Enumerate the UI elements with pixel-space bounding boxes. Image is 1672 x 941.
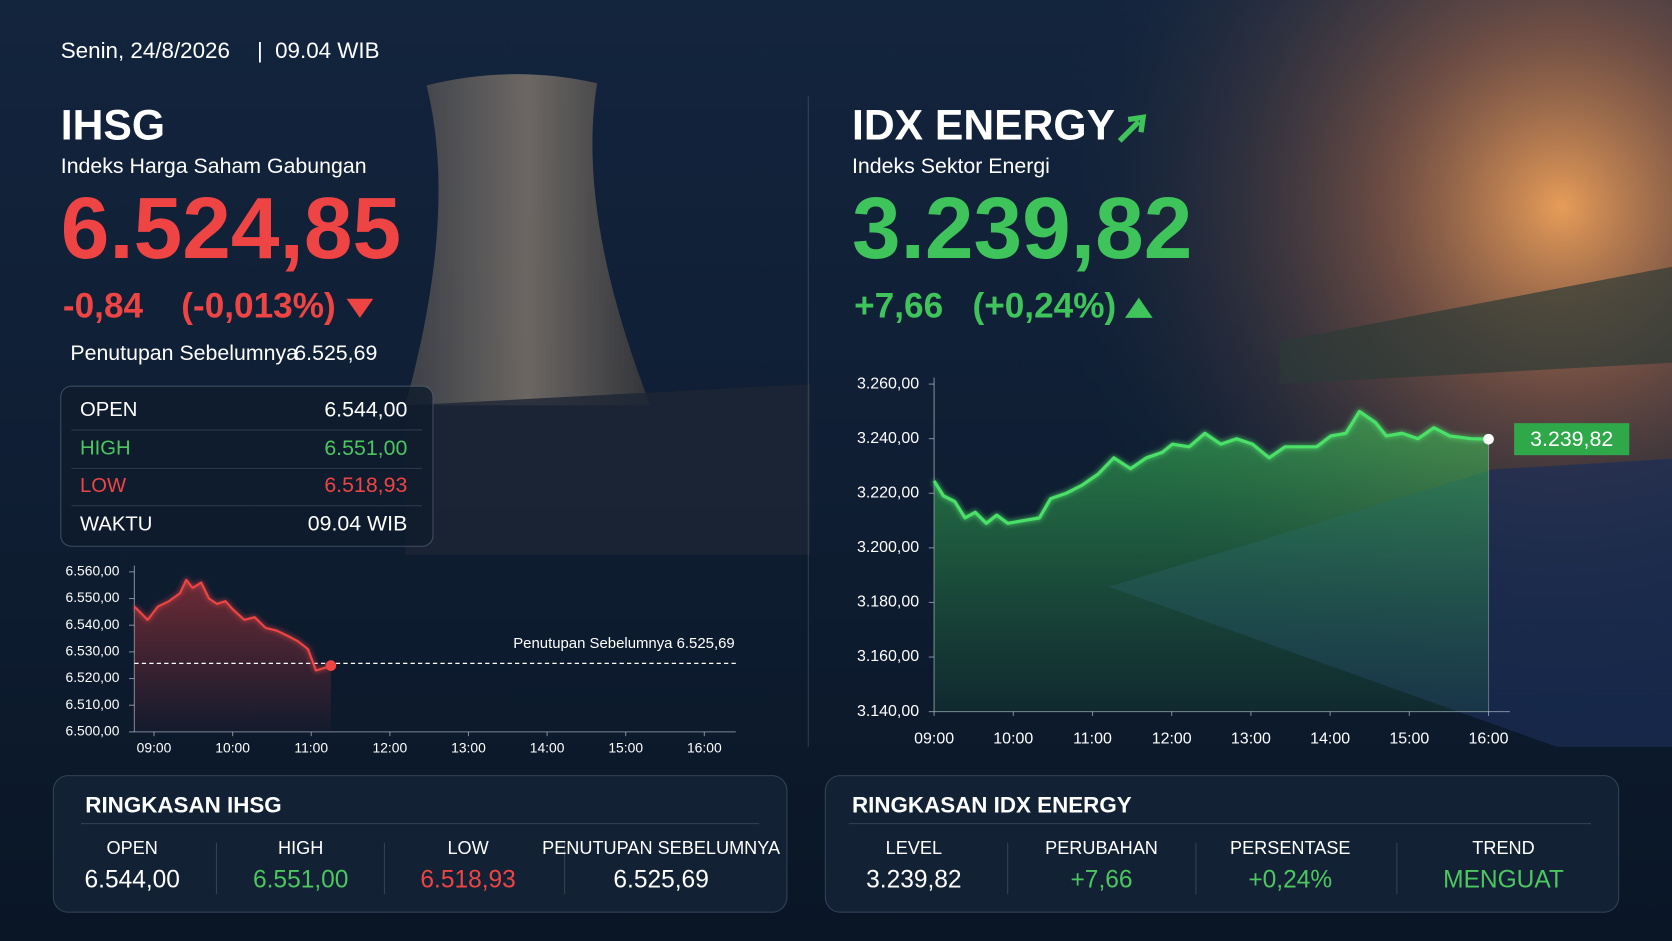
prev-close-label: Penutupan Sebelumnya	[70, 341, 298, 365]
summary-label: LOW	[447, 838, 489, 858]
summary-value: 6.544,00	[85, 867, 180, 894]
x-tick-label: 15:00	[608, 740, 643, 756]
plant-silhouette	[405, 384, 811, 555]
summary-label: OPEN	[107, 838, 158, 858]
separator: |	[257, 38, 263, 63]
x-tick-label: 09:00	[914, 731, 954, 748]
summary-energy-title: RINGKASAN IDX ENERGY	[852, 792, 1132, 817]
x-tick-label: 15:00	[1389, 731, 1429, 748]
summary-label: PERSENTASE	[1230, 838, 1350, 858]
summary-label: HIGH	[278, 838, 323, 858]
ihsg-change: -0,84	[63, 287, 144, 326]
y-tick-label: 3.180,00	[857, 594, 919, 611]
date: Senin, 24/8/2026	[61, 38, 230, 63]
x-tick-label: 12:00	[1152, 731, 1192, 748]
energy-change-pct: (+0,24%)	[972, 287, 1116, 326]
energy-title: IDX ENERGY	[852, 101, 1115, 149]
x-tick-label: 13:00	[451, 740, 486, 756]
area	[934, 411, 1489, 712]
y-tick-label: 6.500,00	[65, 723, 119, 739]
x-tick-label: 09:00	[137, 740, 172, 756]
y-tick-label: 3.240,00	[857, 430, 919, 447]
line	[133, 578, 332, 672]
summary-value: 6.525,69	[613, 867, 708, 894]
summary-label: TREND	[1472, 838, 1534, 858]
y-tick-label: 3.200,00	[857, 539, 919, 556]
stat-value: 6.544,00	[324, 397, 407, 421]
area	[134, 579, 331, 732]
x-tick-label: 16:00	[687, 740, 722, 756]
energy-value: 3.239,82	[852, 179, 1192, 277]
y-tick-label: 6.550,00	[65, 589, 119, 605]
energy-subtitle: Indeks Sektor Energi	[852, 154, 1050, 178]
y-tick-label: 6.510,00	[65, 696, 119, 712]
x-tick-label: 10:00	[993, 731, 1033, 748]
x-tick-label: 10:00	[215, 740, 250, 756]
stat-value: 6.518,93	[324, 473, 407, 497]
end-point	[1483, 433, 1494, 445]
x-tick-label: 11:00	[294, 740, 328, 756]
summary-ihsg-box	[52, 775, 788, 913]
summary-ihsg-title: RINGKASAN IHSG	[85, 792, 281, 817]
x-tick-label: 11:00	[1073, 731, 1112, 748]
energy-change: +7,66	[854, 287, 943, 326]
summary-value: 3.239,82	[866, 867, 961, 894]
ihsg-change-pct: (-0,013%)	[181, 287, 335, 326]
x-tick-label: 16:00	[1469, 731, 1509, 748]
summary-value: MENGUAT	[1443, 867, 1564, 894]
stat-label: OPEN	[80, 399, 137, 421]
y-tick-label: 3.260,00	[857, 375, 919, 392]
y-tick-label: 3.160,00	[857, 648, 919, 665]
x-tick-label: 13:00	[1231, 731, 1271, 748]
reference-label: Penutupan Sebelumnya 6.525,69	[513, 635, 734, 652]
stat-value: 09.04 WIB	[308, 512, 408, 536]
stat-label: LOW	[80, 475, 127, 497]
y-tick-label: 6.530,00	[65, 643, 119, 659]
cooling-tower	[405, 74, 651, 406]
summary-label: PENUTUPAN SEBELUMNYA	[542, 838, 781, 858]
up-arrow-icon	[1117, 114, 1147, 143]
line	[932, 409, 1489, 525]
prev-close-value: 6.525,69	[294, 341, 377, 365]
y-tick-label: 6.520,00	[65, 669, 119, 685]
refinery-silhouette	[1279, 266, 1672, 385]
end-point	[325, 660, 337, 671]
summary-label: PERUBAHAN	[1045, 838, 1158, 858]
time: 09.04 WIB	[275, 38, 379, 63]
stat-label: HIGH	[80, 438, 131, 460]
end-label-box	[1514, 423, 1630, 456]
ihsg-subtitle: Indeks Harga Saham Gabungan	[61, 154, 367, 178]
x-tick-label: 12:00	[373, 740, 408, 756]
y-tick-label: 6.560,00	[65, 563, 119, 579]
summary-value: +0,24%	[1248, 867, 1332, 894]
ihsg-value: 6.524,85	[61, 179, 401, 277]
up-arrow	[1124, 297, 1153, 318]
stats-rows: OPEN 6.544,00 HIGH 6.551,00 LOW 6.518,93 WAKTU…	[71, 397, 423, 536]
end-label: 3.239,82	[1530, 427, 1613, 451]
summary-value: 6.518,93	[420, 867, 515, 894]
summary-value: 6.551,00	[253, 867, 348, 894]
summary-value: +7,66	[1071, 867, 1133, 894]
stats-box	[60, 385, 434, 547]
summary-energy-box	[824, 775, 1620, 913]
stat-label: WAKTU	[80, 513, 152, 535]
stat-value: 6.551,00	[324, 436, 407, 460]
charts: 6.500,00 6.510,00 6.520,00 6.530,00 6.540,00…	[65, 375, 1630, 756]
ihsg-title: IHSG	[61, 101, 165, 149]
down-arrow	[346, 298, 374, 318]
x-tick-label: 14:00	[530, 740, 565, 756]
x-tick-label: 14:00	[1310, 731, 1350, 748]
y-tick-label: 3.220,00	[857, 484, 919, 501]
y-tick-label: 6.540,00	[65, 616, 119, 632]
y-tick-label: 3.140,00	[857, 703, 919, 720]
summary-label: LEVEL	[886, 838, 942, 858]
